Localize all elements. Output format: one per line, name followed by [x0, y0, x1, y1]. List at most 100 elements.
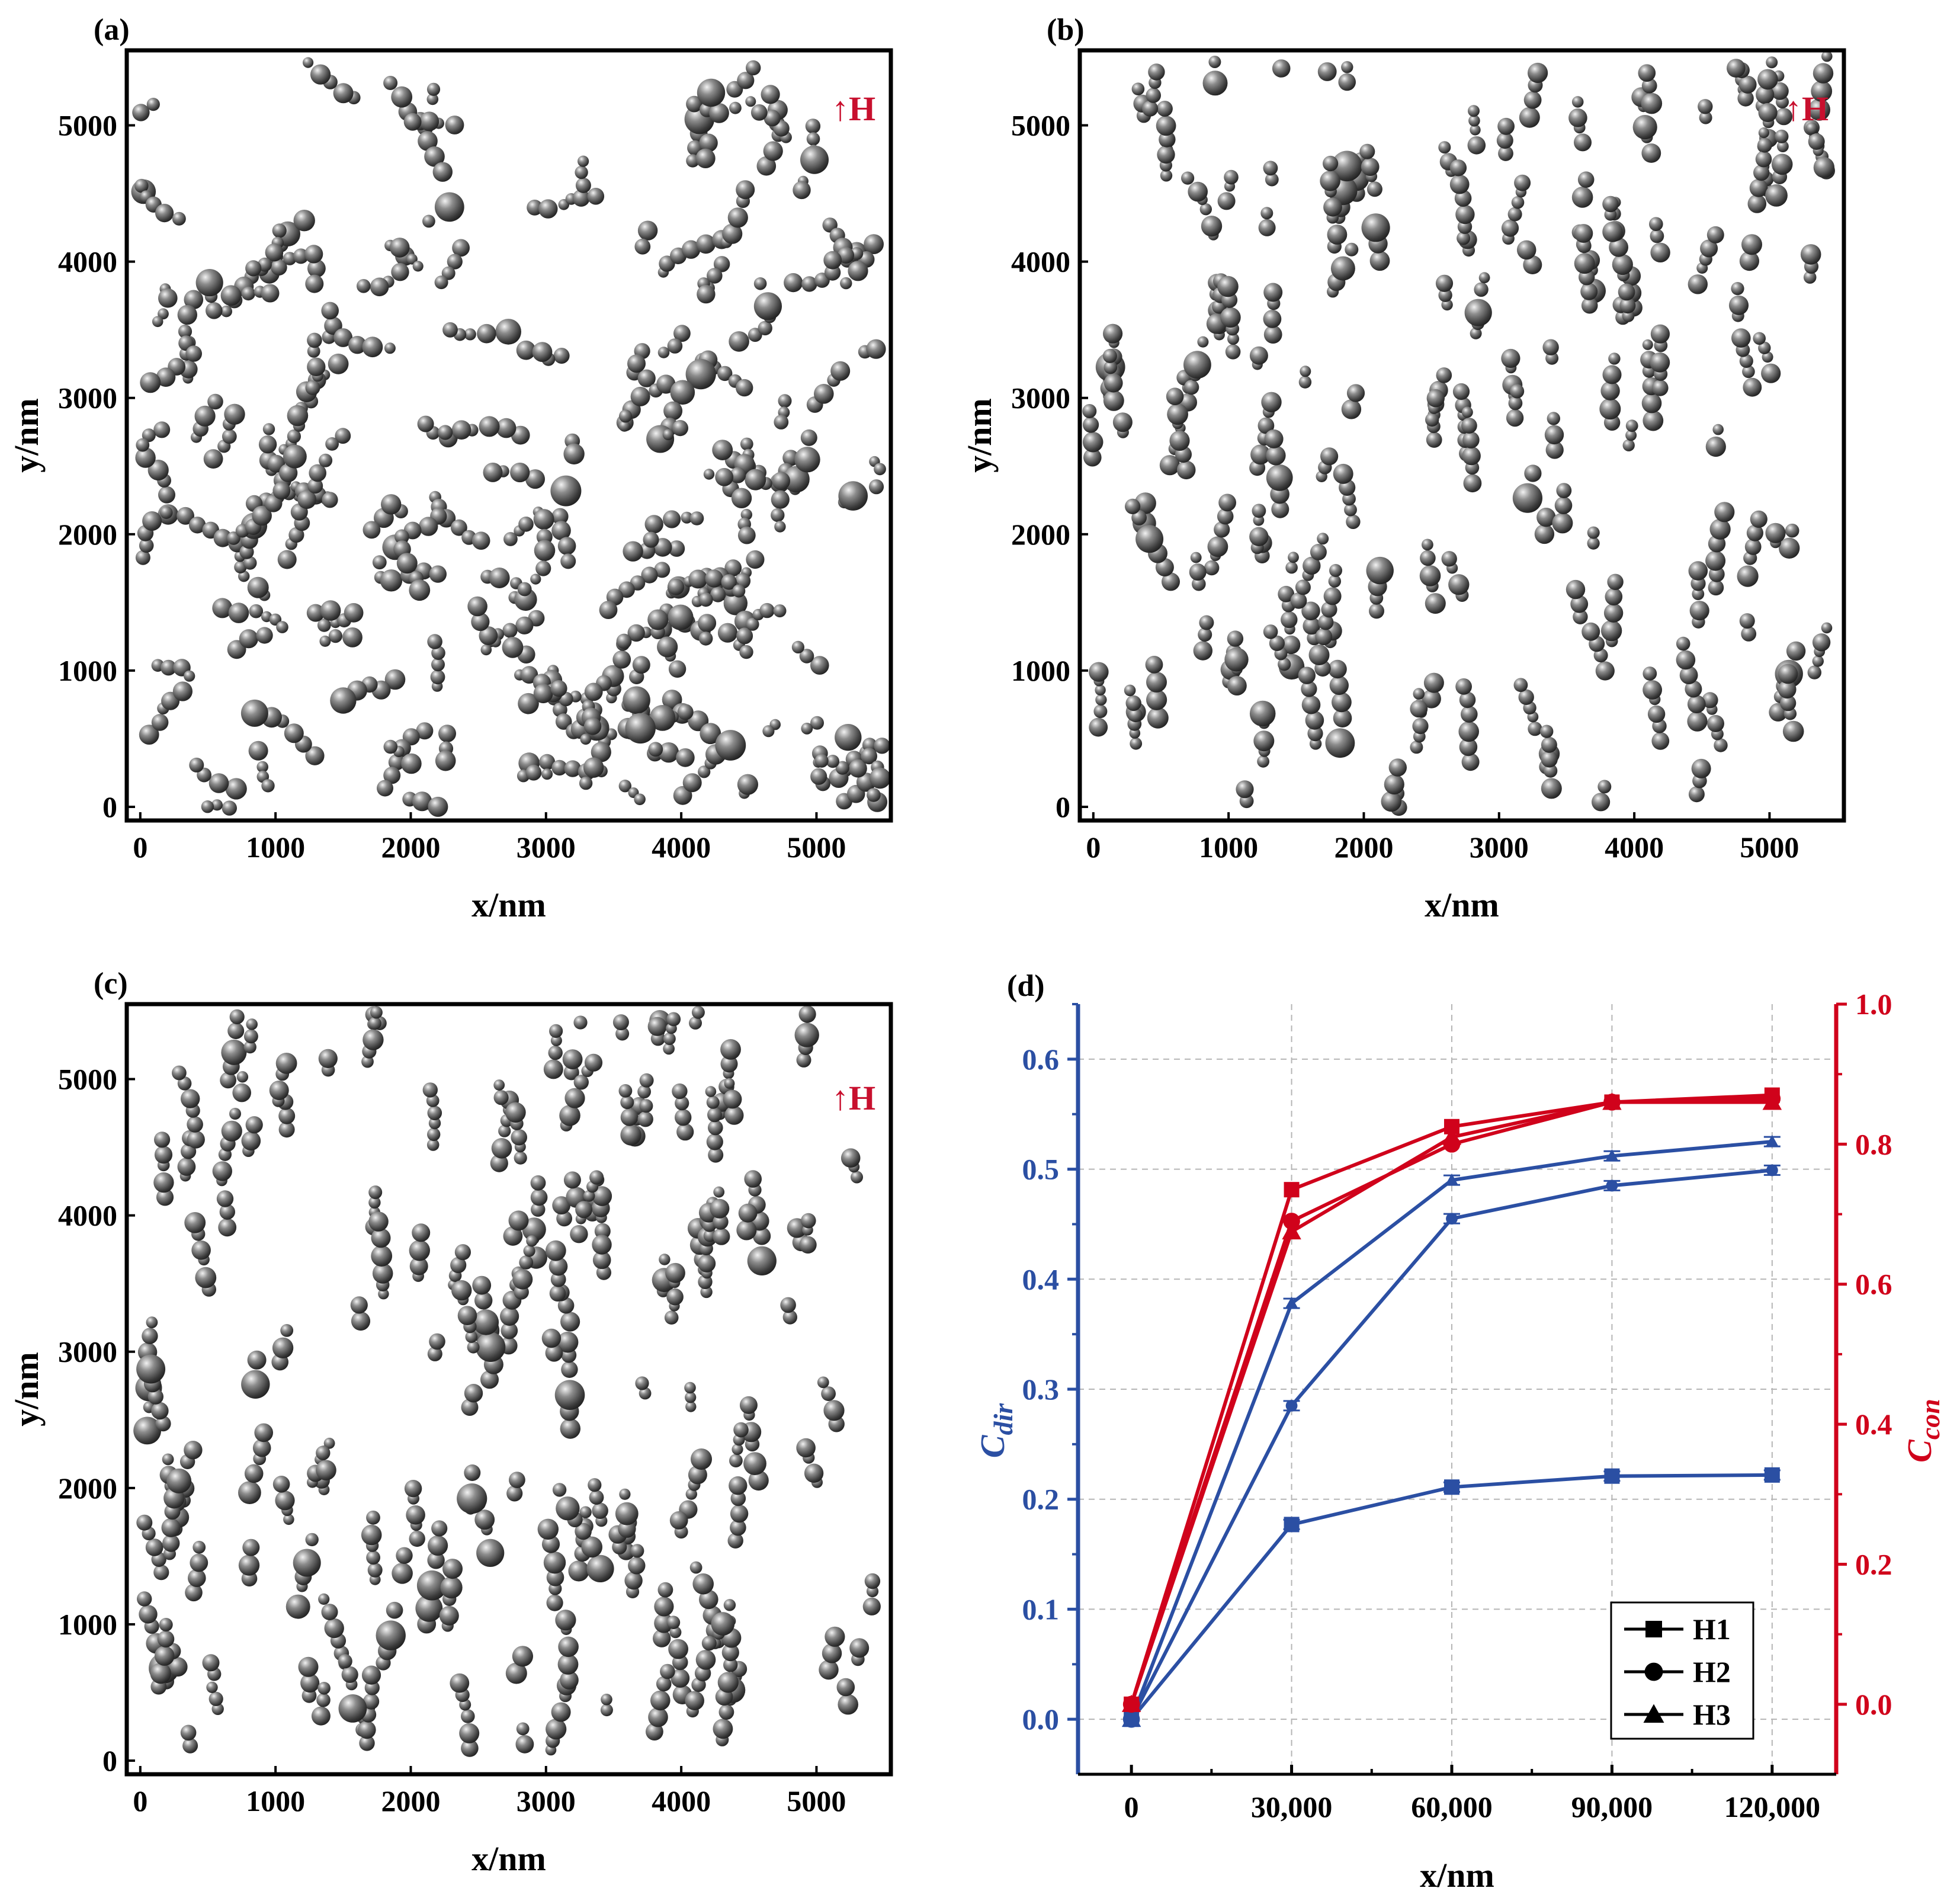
particle-sphere: [700, 723, 721, 745]
particle-sphere: [328, 353, 349, 374]
particle-sphere: [527, 200, 543, 216]
particle-sphere: [172, 211, 186, 226]
particle-sphere: [1676, 650, 1696, 670]
particle-sphere: [637, 220, 658, 241]
particle-sphere: [439, 1605, 459, 1626]
particle-sphere: [670, 380, 695, 405]
particle-sphere: [1303, 556, 1321, 575]
particle-sphere: [830, 361, 851, 381]
particle-sphere: [317, 618, 331, 632]
y-tick-label: 4000: [58, 245, 117, 278]
particle-sphere: [1571, 96, 1584, 108]
particle-sphere: [219, 1204, 235, 1220]
particle-sphere: [1333, 709, 1352, 727]
particle-sphere: [1508, 396, 1523, 411]
particle-sphere: [1707, 714, 1724, 732]
particle-sphere: [1346, 384, 1365, 402]
particle-sphere: [1142, 100, 1159, 117]
particle-sphere: [394, 529, 409, 544]
particle-sphere: [1702, 692, 1718, 709]
left-tick-label: 0.4: [1022, 1262, 1060, 1296]
particle-sphere: [142, 511, 162, 531]
particle-sphere: [594, 1223, 611, 1239]
particle-sphere: [512, 1269, 533, 1290]
x-axis: 0 1000 2000 3000 4000 5000: [133, 1766, 846, 1818]
particle-sphere: [685, 1392, 697, 1403]
panel-a: 0 1000 2000 3000 4000 5000 0 1000 2000 3000 4000 5…: [7, 13, 893, 924]
particle-sphere: [368, 1211, 389, 1232]
particle-sphere: [153, 421, 171, 438]
particle-sphere: [1506, 409, 1524, 427]
particle-sphere: [1130, 737, 1143, 750]
particle-sphere: [316, 1693, 331, 1707]
particle-sphere: [1426, 432, 1442, 448]
particle-sphere: [1699, 111, 1712, 124]
left-tick-label: 0.5: [1022, 1153, 1060, 1186]
particle-sphere: [361, 1055, 374, 1068]
plot-frame: [124, 48, 893, 823]
particle-sphere: [1452, 383, 1470, 400]
particle-sphere: [376, 1620, 406, 1650]
particle-sphere: [1366, 181, 1382, 197]
x-tick-label: 3000: [517, 1784, 576, 1818]
data-point: [1446, 1213, 1458, 1225]
particle-sphere: [1741, 626, 1757, 642]
particle-sphere: [710, 1198, 730, 1219]
particle-sphere: [139, 1605, 158, 1624]
particle-sphere: [1813, 157, 1835, 178]
y-tick-label: 2000: [1011, 518, 1070, 551]
particle-sphere: [1328, 575, 1341, 588]
series-h3-left: [1121, 1134, 1781, 1727]
particle-sphere: [691, 1005, 705, 1019]
particle-sphere: [1305, 711, 1324, 730]
particle-sphere: [804, 1463, 824, 1483]
particle-sphere: [1602, 195, 1619, 213]
particle-sphere: [568, 1560, 589, 1582]
particle-sphere: [335, 428, 351, 444]
particle-sphere: [1272, 59, 1291, 78]
particle-sphere: [271, 259, 287, 276]
particle-sphere: [1264, 429, 1284, 448]
particle-sphere: [134, 178, 149, 193]
particle-sphere: [1821, 50, 1833, 62]
particle-sphere: [1803, 271, 1817, 284]
particle-sphere: [1554, 496, 1573, 514]
particle-sphere: [361, 1524, 382, 1546]
particle-sphere: [225, 778, 247, 800]
particle-sphere: [1225, 344, 1241, 360]
particle-sphere: [243, 1040, 256, 1054]
left-axis-label-sub: dir: [988, 1403, 1018, 1435]
particle-sphere: [1679, 666, 1698, 684]
particle-sphere: [467, 1341, 480, 1354]
particle-sphere: [713, 1186, 725, 1198]
particle-sphere: [564, 1088, 585, 1108]
particle-sphere: [156, 1188, 174, 1206]
particle-sphere: [493, 1090, 509, 1105]
particle-sphere: [701, 1636, 717, 1651]
particle-sphere: [1266, 445, 1286, 466]
particle-sphere: [479, 626, 498, 645]
particle-sphere: [1632, 115, 1657, 140]
particle-sphere: [736, 180, 755, 200]
particle-sphere: [419, 517, 438, 536]
particle-sphere: [132, 104, 150, 121]
particle-sphere: [1708, 579, 1724, 596]
particle-sphere: [666, 1012, 681, 1027]
particle-sphere: [1536, 508, 1556, 527]
left-y-axis: 0.0 0.1 0.2 0.3 0.4 0.5 0.6: [1022, 1003, 1078, 1736]
particle-sphere: [426, 1139, 440, 1151]
particle-sphere: [659, 1254, 671, 1265]
particle-sphere: [1512, 483, 1542, 513]
particle-sphere: [1459, 738, 1478, 757]
particle-sphere: [412, 261, 424, 272]
y-tick-label: 3000: [58, 382, 117, 415]
particle-sphere: [1459, 691, 1476, 709]
grid-lines: [1078, 1004, 1836, 1774]
particle-sphere: [430, 669, 445, 685]
particle-sphere: [658, 742, 679, 763]
particle-sphere: [721, 1643, 739, 1662]
particle-sphere: [363, 521, 381, 539]
particle-sphere: [506, 1485, 523, 1502]
particle-sphere: [1478, 272, 1490, 284]
particle-sphere: [182, 1738, 198, 1754]
